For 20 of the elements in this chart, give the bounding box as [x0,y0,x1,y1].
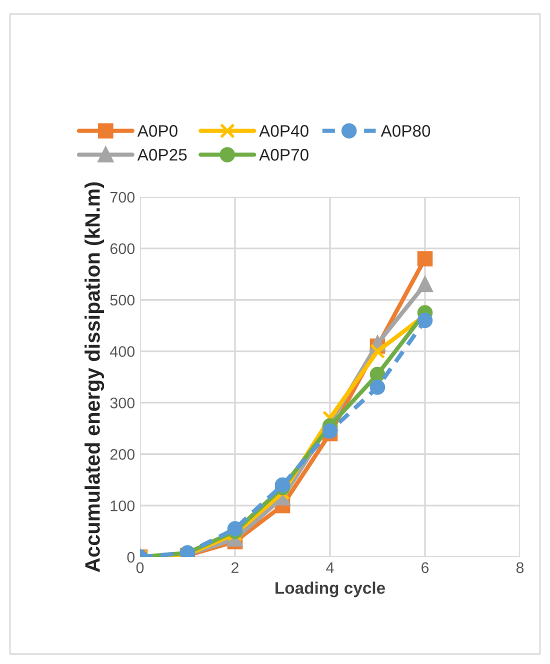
legend-label: A0P0 [137,125,178,137]
y-tick-label: 0 [127,552,135,563]
y-axis-title: Accumulated energy dissipation (kN.m) [84,182,104,572]
legend-label: A0P80 [380,125,430,137]
y-tick-label: 400 [110,346,135,357]
x-tick-label: 2 [232,562,238,573]
y-tick-label: 200 [110,449,135,460]
x-tick-label: 6 [422,562,429,574]
y-tick-label: 300 [110,398,135,408]
x-tick-label: 0 [136,562,144,574]
x-axis-title: Loading cycle [276,582,386,598]
y-tick-label: 100 [110,500,135,512]
legend-label: A0P70 [259,148,308,161]
legend-label: A0P25 [137,148,187,161]
y-tick-label: 500 [110,294,135,306]
y-tick-label: 700 [110,192,135,203]
x-tick-label: 8 [516,562,524,574]
y-tick-label: 600 [110,243,135,254]
legend-label: A0P40 [259,125,308,137]
x-tick-label: 4 [326,562,334,573]
